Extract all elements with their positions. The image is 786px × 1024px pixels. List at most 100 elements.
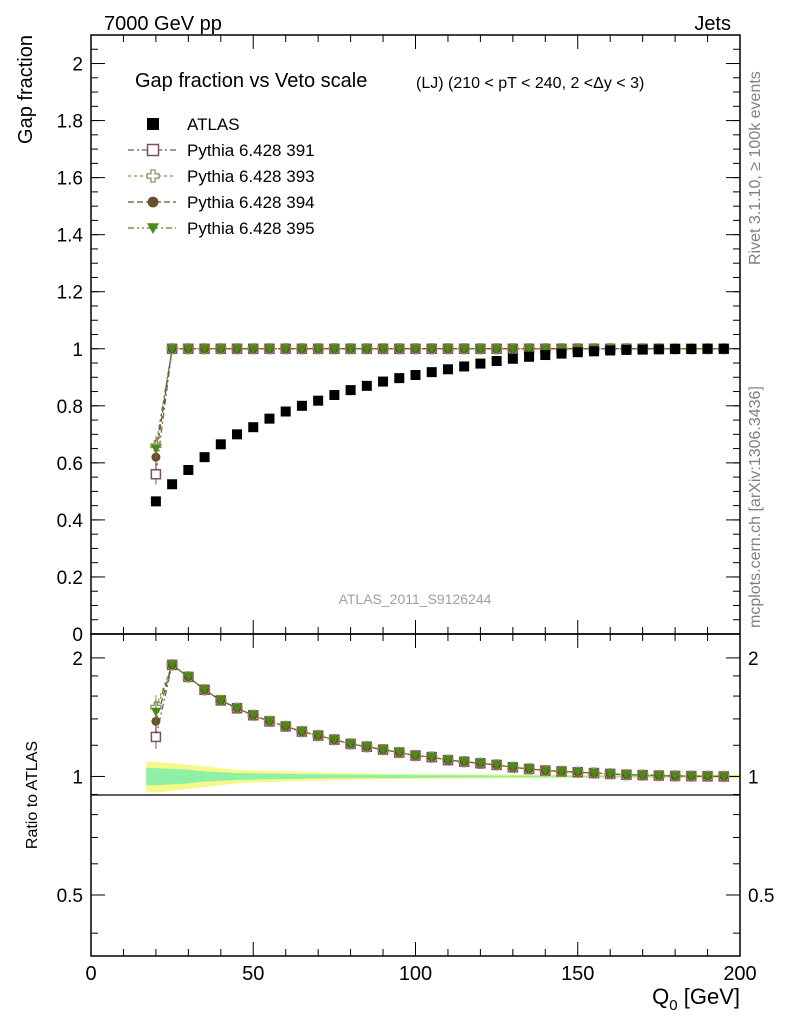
ratio-point — [556, 767, 567, 777]
atlas-point — [394, 373, 405, 384]
ratio-plot: 0.5 0.5 1 1 2 2 0 50 100 150 200 Ratio to ATLAS — [24, 633, 774, 985]
rivet-label: Rivet 3.1.10, ≥ 100k events — [747, 71, 764, 265]
ratio-point — [410, 751, 421, 761]
ratio-point — [378, 745, 389, 755]
ratio-point — [264, 717, 275, 727]
legend-marker — [146, 169, 160, 183]
main-point — [296, 344, 307, 354]
ratio-data-marks — [150, 659, 730, 783]
atlas-point — [280, 406, 291, 417]
ratio-point — [150, 707, 161, 717]
x-axis-label-main: Q — [652, 984, 669, 1009]
ratio-point — [540, 766, 551, 776]
x-tick-label: 100 — [399, 963, 432, 985]
main-y-axis: 0 0.2 0.4 0.6 0.8 1 1.2 1.4 1.6 1.8 2 — [57, 34, 740, 646]
header-left: 7000 GeV pp — [104, 13, 222, 35]
atlas-point — [475, 358, 486, 369]
atlas-point — [183, 464, 194, 475]
main-y-axis-label: Gap fraction — [15, 35, 37, 144]
ratio-series-line — [155, 663, 724, 778]
main-series-line — [155, 348, 724, 475]
legend-marker — [147, 118, 159, 130]
ratio-point — [232, 704, 243, 714]
atlas-point — [442, 364, 453, 375]
main-point — [329, 344, 340, 354]
main-data-marks — [150, 343, 730, 507]
ratio-series-line — [155, 663, 724, 778]
main-point — [459, 344, 470, 354]
atlas-point — [670, 344, 681, 355]
atlas-point — [248, 422, 259, 433]
main-point — [215, 344, 226, 354]
atlas-point — [686, 344, 697, 355]
main-y-tick-label: 0.6 — [57, 454, 83, 475]
ratio-series-line — [155, 663, 724, 778]
legend-label: ATLAS — [187, 115, 240, 134]
ratio-y-axis-label: Ratio to ATLAS — [24, 741, 41, 849]
main-point — [426, 344, 437, 354]
main-point — [540, 344, 551, 354]
ratio-point — [345, 739, 356, 749]
x-axis-label-unit: [GeV] — [678, 984, 740, 1009]
main-y-tick-label: 2 — [72, 55, 83, 76]
atlas-point — [150, 496, 161, 507]
atlas-point — [361, 380, 372, 391]
main-point — [507, 344, 518, 354]
main-point — [232, 344, 243, 354]
watermark: ATLAS_2011_S9126244 — [339, 591, 492, 607]
ratio-y-tick-label-right: 1 — [748, 767, 759, 788]
main-point — [199, 344, 210, 354]
x-axis-label-sub: 0 — [669, 997, 677, 1014]
main-point — [475, 344, 486, 354]
x-tick-label: 0 — [85, 963, 96, 985]
atlas-point — [313, 395, 324, 406]
legend-marker — [147, 223, 159, 234]
ratio-point — [718, 772, 729, 782]
atlas-point — [232, 429, 243, 440]
atlas-point — [296, 400, 307, 411]
ratio-point — [150, 731, 162, 743]
main-subtitle: (LJ) (210 < pT < 240, 2 <Δy < 3) — [416, 75, 644, 92]
legend-label: Pythia 6.428 394 — [187, 193, 315, 212]
atlas-point — [702, 343, 713, 354]
mcplots-label: mcplots.cern.ch [arXiv:1306.3436] — [747, 386, 764, 628]
main-point — [313, 344, 324, 354]
atlas-point — [572, 347, 583, 358]
ratio-point — [491, 760, 502, 770]
main-point — [248, 344, 259, 354]
main-point — [442, 344, 453, 354]
x-axis-label: Q0 [GeV] — [652, 984, 740, 1014]
main-point — [378, 344, 389, 354]
ratio-point — [199, 685, 210, 695]
ratio-point — [426, 753, 437, 763]
ratio-y-tick-label-left: 0.5 — [57, 886, 83, 907]
atlas-point — [718, 343, 729, 354]
atlas-point — [410, 370, 421, 381]
ratio-point — [248, 711, 259, 721]
ratio-point — [361, 742, 372, 752]
ratio-point — [167, 660, 178, 670]
main-series-line — [155, 348, 724, 458]
atlas-point — [329, 389, 340, 400]
main-point — [345, 344, 356, 354]
ratio-point — [475, 759, 486, 769]
main-point — [361, 344, 372, 354]
legend-marker — [146, 143, 160, 157]
ratio-point — [621, 770, 632, 780]
atlas-point — [556, 348, 567, 359]
ratio-point — [588, 769, 599, 779]
legend-label: Pythia 6.428 391 — [187, 141, 315, 160]
ratio-point — [653, 771, 664, 781]
ratio-point — [459, 757, 470, 767]
ratio-band-inner — [146, 768, 741, 786]
ratio-point — [329, 735, 340, 745]
ratio-point — [183, 672, 194, 682]
ratio-point — [524, 764, 535, 774]
ratio-point — [637, 771, 648, 781]
atlas-point — [621, 344, 632, 355]
atlas-point — [507, 353, 518, 364]
ratio-y-axis: 0.5 0.5 1 1 2 2 — [57, 649, 774, 934]
main-point — [524, 344, 535, 354]
x-tick-label: 200 — [723, 963, 756, 985]
main-point — [410, 344, 421, 354]
